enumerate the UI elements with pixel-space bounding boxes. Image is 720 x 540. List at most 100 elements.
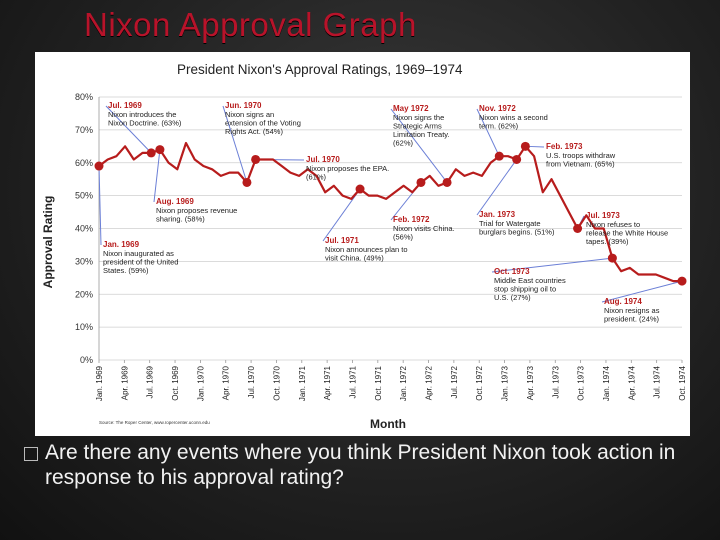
event-markers	[94, 141, 687, 286]
x-tick-label: Jan. 1971	[298, 365, 307, 401]
x-tick-label: Jul. 1974	[653, 365, 662, 398]
x-tick-label: Apr. 1972	[425, 365, 434, 400]
annotation-pointer	[476, 108, 500, 157]
annotation-text: Nixon announces plan to	[325, 245, 408, 254]
event-marker	[607, 253, 617, 263]
x-tick-label: Jul. 1970	[247, 365, 256, 398]
annotation-date: Jun. 1970	[225, 101, 262, 110]
x-tick-label: Apr. 1969	[120, 365, 129, 400]
x-tick-label: Oct. 1972	[475, 365, 484, 400]
event-marker	[573, 224, 583, 233]
x-tick-label: Jul. 1973	[551, 365, 560, 398]
y-tick-label: 20%	[75, 289, 93, 299]
annotation-pointer	[105, 105, 152, 154]
annotation-text: Strategic Arms	[393, 122, 442, 131]
annotation-text: (62%)	[393, 139, 414, 148]
y-tick-label: 50%	[75, 191, 93, 201]
y-tick-label: 80%	[75, 92, 93, 102]
event-marker	[512, 154, 522, 164]
x-tick-label: Jan. 1972	[399, 365, 408, 401]
annotation-text: Nixon Doctrine. (63%)	[108, 119, 182, 128]
annotation-text: Nixon proposes the EPA.	[306, 164, 389, 173]
y-tick-label: 60%	[75, 158, 93, 168]
annotation-text: Nixon refuses to	[586, 220, 640, 229]
event-marker	[355, 184, 365, 194]
x-tick-label: Oct. 1973	[577, 365, 586, 400]
y-tick-label: 10%	[75, 322, 93, 332]
annotation-text: extension of the Voting	[225, 119, 301, 128]
annotation-pointer	[98, 166, 102, 246]
annotation-text: Nixon signs the	[393, 113, 444, 122]
x-tick-label: Jan. 1973	[501, 365, 510, 401]
annotation-text: (56%)	[393, 233, 414, 242]
annotation-date: Jul. 1969	[108, 101, 142, 110]
annotation-date: Feb. 1972	[393, 215, 430, 224]
annotation-pointer	[476, 159, 518, 216]
y-tick-label: 40%	[75, 224, 93, 234]
annotation-text: president. (24%)	[604, 315, 660, 324]
x-tick-labels: Jan. 1969 Apr. 1969 Jul. 1969 Oct. 1969 Jan.…	[95, 360, 687, 401]
discussion-question: Are there any events where you think Pre…	[45, 441, 676, 489]
annotation-pointer	[601, 280, 683, 303]
event-marker	[416, 177, 426, 187]
x-tick-label: Jul. 1972	[450, 365, 459, 398]
x-tick-label: Oct. 1974	[678, 365, 687, 400]
event-marker	[677, 276, 687, 286]
x-tick-label: Jul. 1969	[146, 365, 155, 398]
x-tick-label: Apr. 1974	[627, 365, 636, 400]
annotation-text: from Vietnam. (65%)	[546, 160, 615, 169]
annotation-pointer	[222, 105, 248, 183]
event-marker	[146, 148, 156, 158]
x-tick-label: Apr. 1973	[526, 365, 535, 400]
annotation-date: Jul. 1971	[325, 236, 359, 245]
annotation-text: Nixon wins a second	[479, 113, 548, 122]
annotation-text: Rights Act. (54%)	[225, 127, 283, 136]
annotation-text: Nixon visits China.	[393, 224, 455, 233]
annotation-text: president of the United	[103, 258, 178, 267]
annotation-date: Feb. 1973	[546, 142, 583, 151]
annotation-text: tapes. (39%)	[586, 237, 629, 246]
source-note: Source: The Roper Center, www.ropercente…	[99, 420, 210, 425]
annotation-pointers	[98, 105, 683, 303]
annotation-pointer	[491, 257, 613, 273]
y-tick-labels: 0% 10% 20% 30% 40% 50% 60% 70% 80%	[75, 92, 93, 365]
annotation-date: Nov. 1972	[479, 104, 516, 113]
annotation-date: Jul. 1973	[586, 211, 620, 220]
slide-title: Nixon Approval Graph	[84, 6, 417, 43]
x-tick-label: Oct. 1969	[171, 365, 180, 400]
event-marker	[251, 154, 261, 164]
annotation-text: sharing. (58%)	[156, 215, 205, 224]
chart-frame: President Nixon's Approval Ratings, 1969…	[35, 52, 690, 436]
x-tick-label: Apr. 1971	[323, 365, 332, 400]
annotation-text: U.S. (27%)	[494, 293, 531, 302]
annotation-text: Limitation Treaty.	[393, 130, 450, 139]
annotation-text: Nixon inaugurated as	[103, 249, 174, 258]
annotation-date: Aug. 1974	[604, 297, 642, 306]
approval-chart: President Nixon's Approval Ratings, 1969…	[41, 62, 687, 431]
event-marker	[94, 161, 104, 171]
annotation-text: U.S. troops withdraw	[546, 151, 616, 160]
annotation-text: Nixon resigns as	[604, 306, 660, 315]
x-tick-label: Jan. 1969	[95, 365, 104, 401]
y-tick-label: 70%	[75, 125, 93, 135]
annotation-text: Trial for Watergate	[479, 219, 541, 228]
annotation-date: Jul. 1970	[306, 155, 340, 164]
event-marker	[155, 145, 165, 155]
x-tick-label: Jan. 1970	[196, 365, 205, 401]
annotation-date: Jan. 1969	[103, 240, 140, 249]
x-axis-label: Month	[370, 417, 406, 431]
annotation-text: Nixon proposes revenue	[156, 206, 237, 215]
x-tick-label: Jan. 1974	[602, 365, 611, 401]
annotation-date: Oct. 1973	[494, 267, 530, 276]
annotation-date: Jan. 1973	[479, 210, 516, 219]
x-tick-label: Apr. 1970	[222, 365, 231, 400]
annotation-pointer	[390, 108, 448, 183]
